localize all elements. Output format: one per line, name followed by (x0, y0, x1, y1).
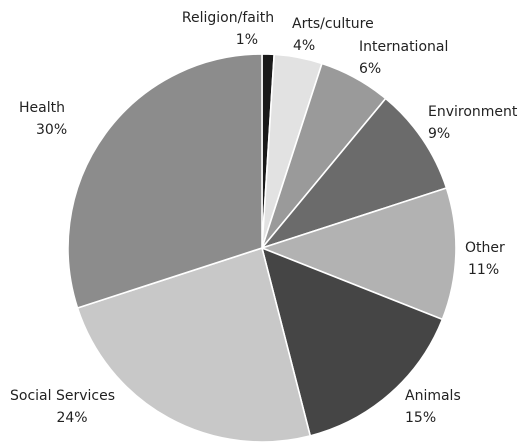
pie-slice-other (259, 187, 457, 321)
label-other: Other (465, 240, 505, 256)
pie-slice-health (67, 53, 263, 309)
value-social-services: 24% (56, 410, 87, 426)
pie-slice-social-services (76, 246, 312, 443)
value-animals: 15% (405, 410, 436, 426)
label-environment: Environment (428, 104, 518, 120)
pie-slice-environment (259, 97, 448, 250)
label-arts-culture: Arts/culture (292, 16, 374, 32)
label-religion-faith: Religion/faith (182, 10, 274, 26)
label-animals: Animals (405, 388, 461, 404)
label-social-services: Social Services (10, 388, 115, 404)
value-other: 11% (468, 262, 499, 278)
value-international: 6% (359, 61, 381, 77)
pie-slices (67, 53, 457, 443)
label-international: International (359, 39, 448, 55)
value-health: 30% (36, 122, 67, 138)
label-health: Health (19, 100, 65, 116)
pie-slice-animals (260, 246, 444, 437)
value-environment: 9% (428, 126, 450, 142)
value-arts-culture: 4% (293, 38, 315, 54)
value-religion-faith: 1% (236, 32, 258, 48)
